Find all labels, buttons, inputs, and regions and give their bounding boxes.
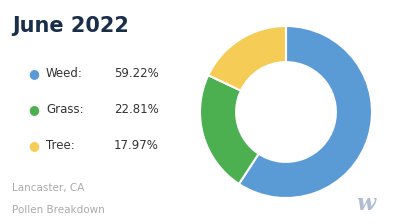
Text: 22.81%: 22.81% <box>114 103 159 116</box>
Text: Lancaster, CA: Lancaster, CA <box>12 183 84 193</box>
Wedge shape <box>208 26 286 91</box>
Text: ●: ● <box>28 103 40 116</box>
Text: Pollen Breakdown: Pollen Breakdown <box>12 205 105 215</box>
Text: 17.97%: 17.97% <box>114 139 159 152</box>
Text: Weed:: Weed: <box>46 67 83 80</box>
Text: Tree:: Tree: <box>46 139 75 152</box>
Text: 59.22%: 59.22% <box>114 67 159 80</box>
Text: ●: ● <box>28 139 40 152</box>
Wedge shape <box>239 26 372 198</box>
Text: w: w <box>356 193 376 215</box>
Text: Grass:: Grass: <box>46 103 84 116</box>
Wedge shape <box>200 75 259 184</box>
Text: ●: ● <box>28 67 40 80</box>
Text: June 2022: June 2022 <box>12 16 129 36</box>
